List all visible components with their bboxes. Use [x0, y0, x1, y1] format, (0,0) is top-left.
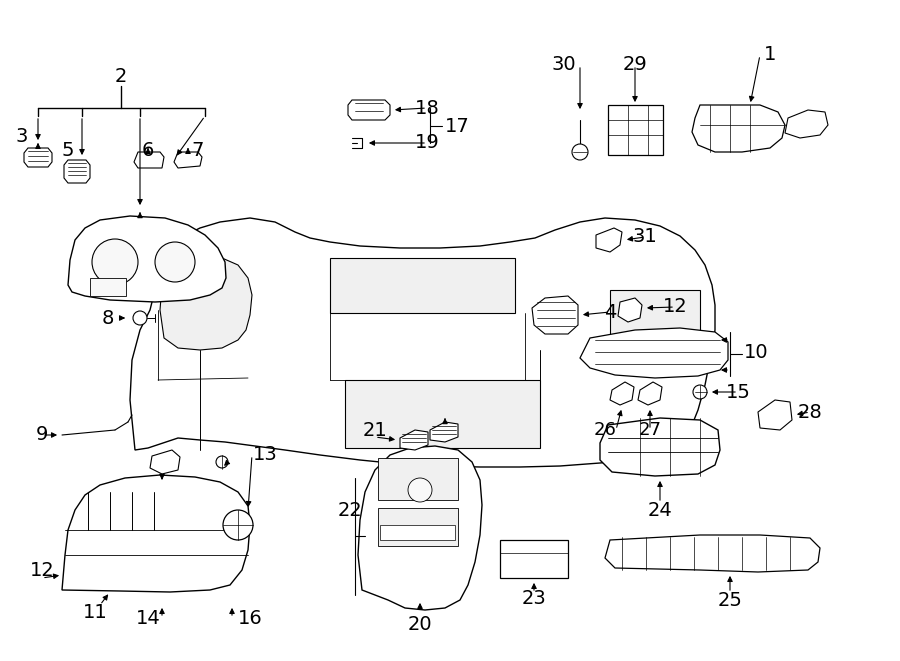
- Text: 18: 18: [415, 98, 439, 118]
- Polygon shape: [532, 296, 578, 334]
- Text: 25: 25: [717, 590, 742, 609]
- Text: 17: 17: [445, 116, 470, 136]
- Text: 9: 9: [36, 426, 49, 444]
- Text: 28: 28: [797, 403, 823, 422]
- Text: 27: 27: [638, 421, 662, 439]
- Text: 8: 8: [102, 309, 114, 327]
- Polygon shape: [600, 418, 720, 476]
- Text: 12: 12: [30, 561, 54, 580]
- Polygon shape: [150, 450, 180, 474]
- Polygon shape: [130, 218, 715, 467]
- Circle shape: [572, 144, 588, 160]
- Text: 23: 23: [522, 588, 546, 607]
- Text: 3: 3: [16, 126, 28, 145]
- Polygon shape: [638, 382, 662, 405]
- Polygon shape: [64, 160, 90, 183]
- Text: 2: 2: [115, 67, 127, 85]
- Polygon shape: [618, 298, 642, 322]
- Circle shape: [155, 242, 195, 282]
- Polygon shape: [62, 475, 250, 592]
- Bar: [345, 380, 540, 448]
- Text: 13: 13: [253, 446, 277, 465]
- Text: 29: 29: [623, 56, 647, 75]
- Circle shape: [216, 456, 228, 468]
- Text: 22: 22: [338, 500, 363, 520]
- Polygon shape: [24, 148, 52, 167]
- Polygon shape: [610, 382, 634, 405]
- Text: 30: 30: [552, 56, 576, 75]
- Circle shape: [133, 311, 147, 325]
- Circle shape: [223, 510, 253, 540]
- Text: 1: 1: [764, 46, 776, 65]
- Bar: [90, 278, 126, 296]
- Polygon shape: [580, 328, 728, 378]
- Polygon shape: [692, 105, 785, 152]
- Polygon shape: [596, 228, 622, 252]
- Polygon shape: [160, 256, 252, 350]
- Text: 6: 6: [142, 141, 154, 161]
- Text: 4: 4: [604, 303, 617, 321]
- Text: 5: 5: [62, 141, 74, 161]
- Polygon shape: [758, 400, 792, 430]
- Text: 14: 14: [136, 609, 160, 627]
- Text: 26: 26: [594, 421, 616, 439]
- Bar: [608, 105, 663, 155]
- Text: 16: 16: [238, 609, 263, 627]
- Text: 15: 15: [725, 383, 751, 401]
- Polygon shape: [68, 216, 226, 302]
- Text: 21: 21: [363, 420, 387, 440]
- Polygon shape: [400, 430, 428, 450]
- Text: 7: 7: [192, 141, 204, 161]
- Polygon shape: [348, 100, 390, 120]
- Text: 12: 12: [662, 297, 688, 317]
- Polygon shape: [358, 446, 482, 610]
- Polygon shape: [605, 535, 820, 572]
- Bar: [500, 540, 568, 578]
- Text: 24: 24: [648, 500, 672, 520]
- Polygon shape: [174, 152, 202, 168]
- Circle shape: [408, 478, 432, 502]
- Bar: [380, 525, 455, 540]
- Text: 31: 31: [633, 227, 657, 247]
- Text: 20: 20: [408, 615, 432, 635]
- Circle shape: [92, 239, 138, 285]
- Text: 19: 19: [415, 134, 439, 153]
- Bar: [378, 508, 458, 546]
- Text: 10: 10: [743, 342, 769, 362]
- Bar: [330, 258, 515, 313]
- Text: 11: 11: [83, 602, 107, 621]
- Bar: [610, 290, 700, 355]
- Bar: [378, 458, 458, 500]
- Polygon shape: [134, 152, 164, 168]
- Polygon shape: [785, 110, 828, 138]
- Polygon shape: [430, 422, 458, 442]
- Circle shape: [693, 385, 707, 399]
